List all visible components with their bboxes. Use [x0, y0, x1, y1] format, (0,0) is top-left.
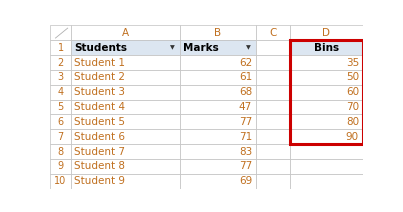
Bar	[71, 55, 179, 70]
Bar	[290, 114, 363, 129]
Text: Student 7: Student 7	[74, 146, 125, 157]
Text: Student 3: Student 3	[74, 87, 125, 97]
Bar	[256, 25, 290, 40]
Text: B: B	[214, 28, 221, 38]
Bar	[71, 129, 179, 144]
Text: 60: 60	[346, 87, 359, 97]
Bar	[179, 85, 256, 100]
Bar	[71, 114, 179, 129]
Text: Student 5: Student 5	[74, 117, 125, 127]
Text: 77: 77	[239, 117, 252, 127]
Bar	[179, 159, 256, 174]
Text: 7: 7	[57, 132, 64, 142]
Text: 3: 3	[58, 72, 64, 82]
Bar	[50, 70, 71, 85]
Text: Student 9: Student 9	[74, 176, 125, 186]
Text: ▼: ▼	[246, 45, 251, 50]
Text: Marks: Marks	[183, 43, 218, 53]
Bar	[256, 174, 290, 189]
Bar	[50, 174, 71, 189]
Bar	[290, 129, 363, 144]
Bar	[71, 70, 179, 85]
Bar	[256, 40, 290, 55]
Bar	[50, 144, 71, 159]
Text: 68: 68	[239, 87, 252, 97]
Text: 83: 83	[239, 146, 252, 157]
Text: Student 8: Student 8	[74, 161, 125, 172]
Text: 6: 6	[58, 117, 64, 127]
Text: C: C	[269, 28, 277, 38]
Text: Student 4: Student 4	[74, 102, 125, 112]
Text: 4: 4	[58, 87, 64, 97]
Text: 90: 90	[346, 132, 359, 142]
Text: 62: 62	[239, 57, 252, 68]
Bar	[179, 70, 256, 85]
Bar	[256, 144, 290, 159]
Text: Students: Students	[74, 43, 127, 53]
Text: 8: 8	[58, 146, 64, 157]
Bar	[71, 25, 179, 40]
Text: D: D	[322, 28, 330, 38]
Bar	[50, 85, 71, 100]
Text: 1: 1	[58, 43, 64, 53]
Bar	[256, 114, 290, 129]
Bar	[179, 114, 256, 129]
Text: Student 1: Student 1	[74, 57, 125, 68]
Bar	[71, 174, 179, 189]
Text: 80: 80	[346, 117, 359, 127]
Bar	[179, 100, 256, 114]
Text: 77: 77	[239, 161, 252, 172]
Text: 5: 5	[57, 102, 64, 112]
Text: Student 2: Student 2	[74, 72, 125, 82]
Bar	[290, 159, 363, 174]
Bar	[290, 85, 363, 100]
Text: ▼: ▼	[170, 45, 175, 50]
Bar	[50, 129, 71, 144]
Bar	[290, 100, 363, 114]
Bar	[256, 129, 290, 144]
Text: 10: 10	[54, 176, 66, 186]
Bar	[179, 25, 256, 40]
Bar	[50, 100, 71, 114]
Bar	[290, 40, 363, 144]
Bar	[50, 25, 71, 40]
Bar	[179, 129, 256, 144]
Text: A: A	[122, 28, 129, 38]
Bar	[290, 70, 363, 85]
Bar	[290, 55, 363, 70]
Bar	[179, 40, 256, 55]
Bar	[256, 55, 290, 70]
Bar	[50, 55, 71, 70]
Text: 35: 35	[346, 57, 359, 68]
Bar	[71, 159, 179, 174]
Text: 50: 50	[346, 72, 359, 82]
Bar	[290, 25, 363, 40]
Bar	[290, 174, 363, 189]
Bar	[290, 144, 363, 159]
Bar	[256, 100, 290, 114]
Text: Bins: Bins	[314, 43, 339, 53]
Bar	[179, 144, 256, 159]
Bar	[290, 40, 363, 55]
Bar	[179, 55, 256, 70]
Bar	[256, 70, 290, 85]
Bar	[50, 40, 71, 55]
Text: 9: 9	[58, 161, 64, 172]
Text: 2: 2	[57, 57, 64, 68]
Bar	[50, 159, 71, 174]
Bar	[256, 85, 290, 100]
Bar	[50, 114, 71, 129]
Text: 47: 47	[239, 102, 252, 112]
Bar	[71, 40, 179, 55]
Bar	[71, 100, 179, 114]
Text: Student 6: Student 6	[74, 132, 125, 142]
Bar	[179, 174, 256, 189]
Bar	[256, 159, 290, 174]
Text: 61: 61	[239, 72, 252, 82]
Bar	[71, 85, 179, 100]
Bar	[71, 144, 179, 159]
Text: 70: 70	[346, 102, 359, 112]
Text: 69: 69	[239, 176, 252, 186]
Text: 71: 71	[239, 132, 252, 142]
